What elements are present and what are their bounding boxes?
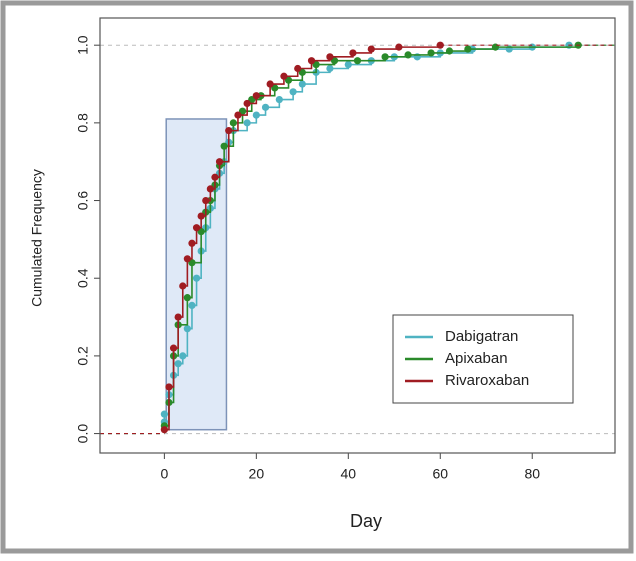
y-axis-label: Cumulated Frequency (29, 169, 45, 307)
point (243, 119, 251, 127)
point (183, 325, 191, 333)
point (353, 57, 362, 65)
point (183, 294, 191, 302)
point (179, 352, 187, 360)
point (165, 383, 173, 391)
y-tick-label: 1.0 (75, 35, 91, 55)
x-tick-label: 60 (432, 466, 448, 482)
point (202, 196, 210, 205)
highlight-box (165, 118, 228, 431)
point (215, 158, 224, 166)
point (266, 80, 274, 88)
point (294, 64, 302, 73)
point (160, 426, 168, 434)
point (192, 274, 201, 282)
point (229, 119, 237, 127)
point (280, 72, 288, 80)
x-tick-label: 40 (341, 466, 357, 482)
point (275, 95, 283, 104)
legend-label: Apixaban (445, 350, 508, 367)
point (404, 51, 412, 59)
y-tick-label: 0.2 (75, 346, 91, 366)
point (211, 173, 219, 181)
point (395, 43, 403, 51)
point (234, 111, 242, 119)
y-tick-label: 0.8 (75, 113, 91, 133)
point (243, 99, 251, 108)
plot-box (99, 17, 616, 454)
point (206, 185, 214, 193)
point (252, 111, 260, 119)
point (326, 53, 334, 61)
point (307, 57, 316, 65)
point (436, 41, 444, 49)
point (192, 224, 201, 232)
point (326, 64, 334, 73)
x-axis-label: Day (350, 511, 382, 531)
point (188, 301, 196, 310)
step-line (302, 72, 317, 85)
y-tick-label: 0.4 (75, 268, 91, 288)
point (298, 80, 306, 88)
point (427, 49, 435, 57)
point (344, 61, 352, 69)
step-line (256, 84, 271, 97)
point (220, 142, 228, 150)
point (349, 49, 357, 57)
legend-label: Rivaroxaban (445, 372, 529, 389)
point (225, 127, 233, 135)
point (252, 92, 260, 100)
x-tick-label: 80 (524, 466, 540, 482)
point (188, 239, 196, 247)
point (174, 313, 182, 321)
point (261, 103, 270, 111)
y-tick-label: 0.0 (75, 424, 91, 444)
point (160, 410, 168, 418)
point (174, 360, 182, 368)
point (179, 282, 187, 290)
point (381, 53, 389, 61)
point (183, 255, 191, 263)
point (197, 212, 205, 220)
point (289, 88, 297, 96)
x-tick-label: 0 (160, 466, 168, 482)
legend-label: Dabigatran (445, 328, 518, 345)
point (445, 47, 454, 55)
x-tick-label: 20 (249, 466, 265, 482)
y-tick-label: 0.6 (75, 191, 91, 211)
point (169, 344, 178, 352)
point (367, 45, 375, 53)
point (464, 45, 472, 53)
